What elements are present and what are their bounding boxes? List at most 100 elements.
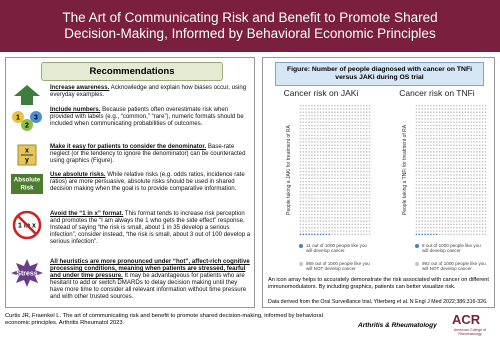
person-dot — [322, 180, 325, 183]
person-dot — [435, 174, 438, 176]
person-dot — [331, 197, 333, 199]
person-dot — [478, 104, 481, 107]
person-dot — [467, 193, 470, 196]
person-dot — [418, 174, 421, 176]
person-dot — [348, 220, 351, 222]
person-dot — [345, 226, 348, 229]
person-dot — [476, 170, 478, 173]
person-dot — [319, 118, 322, 120]
person-dot — [362, 170, 365, 173]
person-dot — [328, 108, 331, 110]
person-dot — [345, 167, 348, 170]
person-dot — [415, 230, 418, 232]
person-dot — [322, 220, 325, 222]
person-dot — [345, 207, 348, 209]
person-dot — [470, 223, 473, 226]
person-dot — [464, 144, 467, 147]
person-dot — [299, 170, 302, 173]
person-dot — [331, 217, 333, 219]
person-dot — [365, 160, 368, 163]
person-dot — [418, 233, 421, 236]
person-dot — [351, 154, 354, 156]
person-dot — [429, 184, 432, 186]
person-dot — [322, 111, 325, 114]
person-dot — [476, 121, 478, 123]
person-dot — [421, 223, 424, 226]
person-dot — [424, 193, 426, 196]
person-dot — [316, 187, 319, 189]
person-dot — [325, 213, 328, 216]
person-dot — [348, 190, 351, 193]
person-dot — [351, 160, 354, 163]
person-dot — [438, 200, 441, 203]
person-dot — [435, 207, 438, 209]
person-dot — [464, 190, 467, 193]
person-dot — [427, 233, 429, 236]
person-dot — [464, 233, 467, 236]
person-dot — [365, 124, 368, 127]
person-dot — [345, 118, 348, 120]
person-dot — [476, 203, 478, 206]
person-dot — [311, 217, 313, 219]
person-dot — [453, 226, 455, 229]
person-dot — [478, 124, 481, 127]
person-dot — [319, 124, 322, 127]
person-dot — [461, 114, 464, 117]
person-dot — [354, 217, 357, 219]
icon: Stress — [11, 259, 43, 287]
person-dot — [432, 223, 435, 226]
person-dot — [319, 230, 322, 232]
person-dot — [464, 174, 467, 176]
person-dot — [470, 131, 473, 133]
person-dot — [348, 147, 351, 150]
person-dot — [481, 167, 484, 170]
person-dot — [365, 141, 368, 143]
legend-text: out of 1000 people like you will NOT dev… — [306, 261, 370, 272]
person-dot — [473, 141, 475, 143]
person-dot — [302, 233, 305, 236]
person-dot — [308, 187, 310, 189]
person-dot — [354, 154, 357, 156]
item-lead: Increase awareness. — [50, 84, 110, 91]
person-dot — [325, 230, 328, 232]
person-dot — [360, 223, 362, 226]
person-dot — [478, 220, 481, 222]
person-dot — [453, 220, 455, 222]
person-dot — [455, 124, 458, 127]
person-dot — [311, 167, 313, 170]
person-dot — [484, 134, 487, 137]
person-dot — [339, 147, 342, 150]
person-dot — [319, 111, 322, 114]
person-dot — [311, 220, 313, 222]
person-dot — [438, 154, 441, 156]
person-dot — [435, 108, 438, 110]
person-dot — [357, 193, 359, 196]
person-dot — [470, 200, 473, 203]
person-dot — [450, 151, 452, 153]
person-dot — [478, 164, 481, 166]
person-dot — [450, 226, 452, 229]
person-dot — [481, 137, 484, 140]
person-dot — [470, 141, 473, 143]
person-dot — [331, 147, 333, 150]
person-dot — [478, 200, 481, 203]
person-dot — [415, 127, 418, 130]
person-dot — [432, 131, 435, 133]
person-dot — [328, 134, 331, 137]
person-dot — [362, 213, 365, 216]
person-dot — [450, 170, 452, 173]
person-dot — [313, 220, 316, 222]
person-dot — [313, 190, 316, 193]
person-dot — [467, 200, 470, 203]
person-dot — [455, 131, 458, 133]
person-dot — [424, 127, 426, 130]
person-dot — [438, 121, 441, 123]
person-dot — [311, 131, 313, 133]
person-dot — [453, 223, 455, 226]
person-dot — [325, 190, 328, 193]
person-dot — [438, 164, 441, 166]
person-dot — [316, 220, 319, 222]
person-dot — [467, 121, 470, 123]
person-dot — [362, 210, 365, 213]
person-dot — [455, 184, 458, 186]
